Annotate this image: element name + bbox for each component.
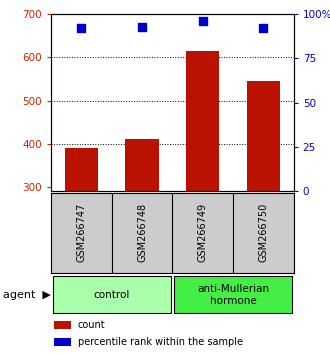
Point [79, 25, 84, 31]
Point [200, 18, 205, 24]
Text: GSM266748: GSM266748 [137, 203, 147, 262]
Bar [125, 139, 159, 191]
Text: count: count [78, 320, 106, 330]
Bar [174, 276, 292, 313]
Text: percentile rank within the sample: percentile rank within the sample [78, 337, 243, 347]
Bar [65, 148, 98, 191]
Point [261, 25, 266, 31]
Text: control: control [94, 290, 130, 300]
Bar [247, 81, 280, 191]
Bar [53, 338, 71, 346]
Point [140, 24, 145, 29]
Bar [186, 51, 219, 191]
Bar [53, 321, 71, 329]
Text: GSM266747: GSM266747 [77, 203, 86, 262]
Text: agent  ▶: agent ▶ [3, 290, 51, 300]
Text: GSM266750: GSM266750 [258, 203, 268, 262]
Text: GSM266749: GSM266749 [198, 203, 208, 262]
Text: anti-Mullerian
hormone: anti-Mullerian hormone [197, 284, 269, 306]
Bar [53, 276, 171, 313]
